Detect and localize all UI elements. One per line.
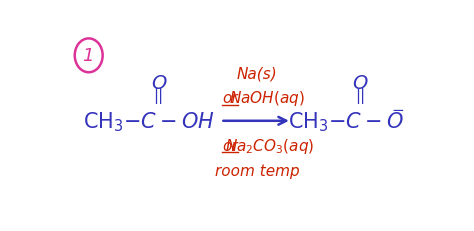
- Text: O: O: [151, 73, 166, 92]
- Text: O: O: [352, 73, 368, 92]
- Text: $\mathregular{CH_3}$$-C-O$: $\mathregular{CH_3}$$-C-O$: [288, 109, 404, 133]
- Text: −: −: [392, 102, 404, 117]
- Text: or: or: [222, 91, 237, 106]
- Text: ||: ||: [355, 88, 365, 104]
- Text: 1: 1: [82, 47, 94, 65]
- Text: or: or: [222, 138, 237, 153]
- Text: ||: ||: [153, 88, 164, 104]
- Text: $\mathregular{CH_3}$$-C-OH$: $\mathregular{CH_3}$$-C-OH$: [82, 109, 214, 133]
- Text: Na(s): Na(s): [237, 66, 277, 81]
- Text: $NaOH(aq)$: $NaOH(aq)$: [229, 89, 305, 108]
- Text: room temp: room temp: [215, 163, 299, 178]
- Text: $Na_2CO_3(aq)$: $Na_2CO_3(aq)$: [225, 136, 315, 155]
